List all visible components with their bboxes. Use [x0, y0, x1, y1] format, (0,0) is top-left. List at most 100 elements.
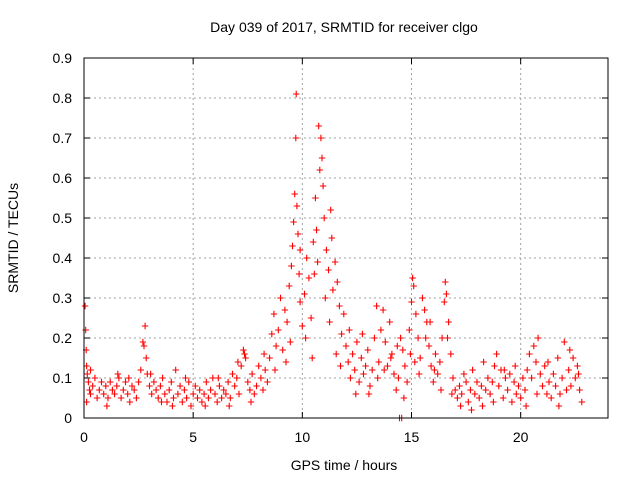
- data-point: [395, 374, 402, 382]
- data-point: [87, 390, 94, 398]
- data-point: [315, 122, 322, 130]
- data-point: [158, 398, 165, 406]
- data-point: [458, 390, 465, 398]
- data-point: [326, 318, 333, 326]
- data-point: [486, 390, 494, 398]
- data-point: [120, 386, 127, 394]
- data-point: [397, 334, 404, 342]
- data-point: [541, 362, 548, 370]
- data-point: [437, 386, 445, 394]
- data-point: [462, 378, 470, 386]
- data-point: [319, 182, 327, 190]
- data-point: [390, 370, 398, 378]
- data-point: [143, 354, 150, 362]
- data-point: [508, 398, 516, 406]
- data-point: [558, 374, 566, 382]
- data-point: [506, 370, 513, 378]
- data-point: [345, 358, 352, 366]
- data-point: [554, 354, 561, 362]
- y-tick-label: 0.5: [53, 210, 73, 226]
- data-point: [532, 358, 540, 366]
- data-point: [266, 354, 273, 362]
- data-point: [157, 382, 164, 390]
- data-point: [422, 334, 429, 342]
- data-point: [146, 382, 153, 390]
- data-point: [203, 378, 210, 386]
- data-point: [521, 386, 529, 394]
- data-point: [240, 346, 247, 354]
- data-point: [550, 370, 557, 378]
- data-point: [125, 374, 132, 382]
- data-point: [482, 386, 489, 394]
- data-point: [161, 390, 168, 398]
- data-point: [468, 406, 475, 414]
- data-point: [359, 330, 366, 338]
- data-point: [351, 366, 358, 374]
- data-point: [222, 390, 230, 398]
- data-point: [194, 394, 201, 402]
- data-point: [211, 390, 219, 398]
- data-point: [374, 374, 381, 382]
- data-point: [174, 390, 182, 398]
- data-point: [293, 202, 301, 210]
- data-point: [91, 374, 99, 382]
- data-point: [484, 374, 492, 382]
- data-point: [465, 398, 472, 406]
- data-point: [365, 390, 373, 398]
- data-point: [124, 390, 131, 398]
- data-point: [292, 134, 299, 142]
- data-point: [493, 350, 500, 358]
- data-point: [513, 390, 520, 398]
- x-tick-label: 10: [295, 429, 311, 445]
- data-point: [98, 378, 105, 386]
- data-point: [190, 390, 197, 398]
- data-point: [565, 366, 572, 374]
- data-point: [238, 362, 245, 370]
- grid-layer: [84, 58, 608, 418]
- data-point: [533, 390, 541, 398]
- data-point: [415, 370, 423, 378]
- data-point: [272, 342, 280, 350]
- data-point: [84, 370, 91, 378]
- data-point: [115, 374, 123, 382]
- data-point: [490, 398, 497, 406]
- data-point: [113, 382, 120, 390]
- data-point: [244, 378, 251, 386]
- data-point: [377, 326, 385, 334]
- data-point: [301, 290, 308, 298]
- data-point: [473, 378, 481, 386]
- data-point: [569, 354, 577, 362]
- data-point: [325, 266, 332, 274]
- data-point: [323, 246, 330, 254]
- data-point: [107, 378, 114, 386]
- data-point: [452, 386, 459, 394]
- data-point: [227, 394, 234, 402]
- data-point: [543, 390, 551, 398]
- data-point: [432, 350, 439, 358]
- data-point: [207, 386, 214, 394]
- data-point: [539, 382, 546, 390]
- data-point: [290, 218, 297, 226]
- marker-layer: [81, 90, 585, 422]
- data-point: [187, 402, 195, 410]
- data-point: [431, 366, 438, 374]
- data-point: [313, 226, 320, 234]
- data-point: [500, 394, 507, 402]
- data-point: [251, 390, 258, 398]
- data-point: [572, 374, 579, 382]
- data-point: [441, 298, 448, 306]
- data-point: [322, 294, 329, 302]
- data-point: [302, 334, 309, 342]
- data-point: [312, 194, 319, 202]
- data-point: [257, 374, 265, 382]
- data-point: [305, 274, 313, 282]
- data-point: [247, 398, 255, 406]
- data-point: [443, 290, 450, 298]
- data-point: [309, 354, 316, 362]
- y-tick-label: 0.3: [53, 290, 73, 306]
- data-point: [170, 394, 177, 402]
- y-tick-label: 0.6: [53, 170, 73, 186]
- data-point: [495, 382, 502, 390]
- data-point: [524, 366, 531, 374]
